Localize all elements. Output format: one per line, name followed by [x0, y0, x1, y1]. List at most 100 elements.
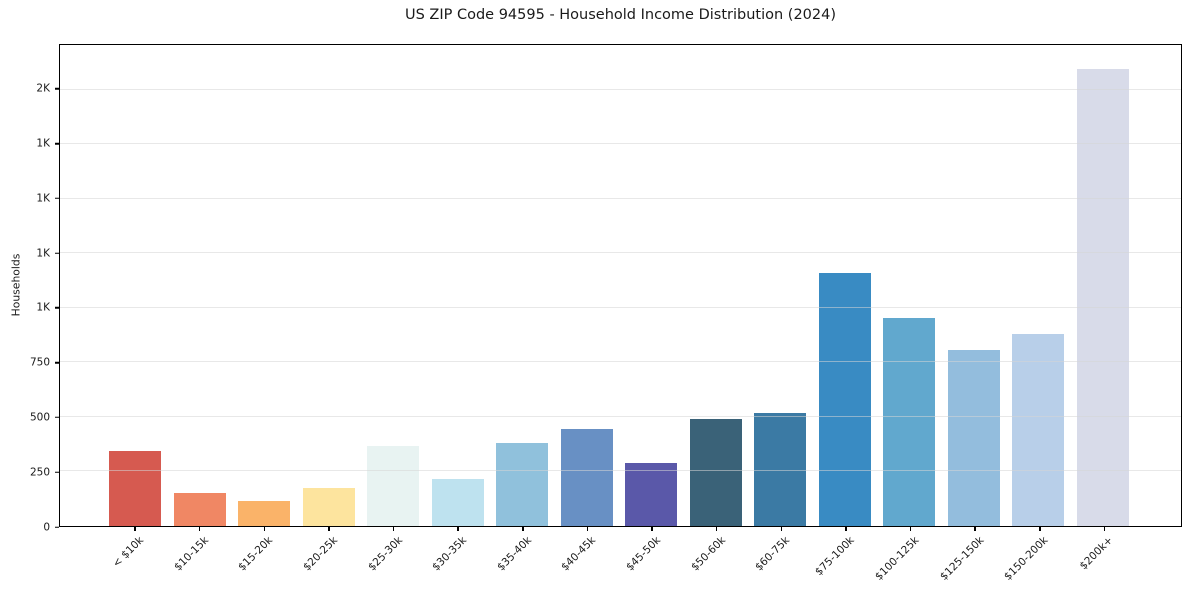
bar-slot: [1071, 45, 1136, 526]
bar: [560, 428, 613, 526]
x-tick: $200k+: [1071, 527, 1136, 590]
x-tick-mark: [198, 527, 201, 531]
x-tick: $15-20k: [231, 527, 296, 590]
bar-slot: [684, 45, 749, 526]
x-tick-mark: [715, 527, 718, 531]
x-tick: < $10k: [102, 527, 167, 590]
y-tick-label: 0: [43, 520, 50, 533]
x-tick-label: $25-30k: [365, 534, 405, 574]
y-tick-mark: [55, 142, 59, 145]
bar-slot: [297, 45, 362, 526]
x-tick: $75-100k: [813, 527, 878, 590]
y-tick-mark: [55, 88, 59, 90]
y-tick-mark: [55, 307, 59, 309]
x-tick: $50-60k: [684, 527, 749, 590]
x-tick-label: $20-25k: [300, 534, 340, 574]
x-tick-mark: [586, 527, 589, 531]
bar-slot: [361, 45, 426, 526]
x-tick-mark: [1039, 527, 1041, 531]
x-tick-mark: [457, 527, 459, 531]
x-tick: $10-15k: [167, 527, 232, 590]
y-tick-mark: [55, 526, 59, 528]
bar: [1012, 334, 1065, 526]
bar-slot: [748, 45, 813, 526]
y-axis-tick-marks: [55, 44, 59, 528]
x-tick-label: $30-35k: [430, 534, 470, 574]
x-tick: $60-75k: [748, 527, 813, 590]
bar-slot: [555, 45, 620, 526]
y-tick-label: 1K: [36, 246, 50, 259]
x-tick-label: $75-100k: [813, 534, 857, 579]
x-tick: $100-125k: [873, 527, 943, 590]
x-tick-label: < $10k: [110, 534, 147, 570]
x-tick-label: $200k+: [1077, 534, 1116, 573]
bar: [109, 450, 162, 526]
bar: [818, 272, 871, 526]
bar-slot: [168, 45, 233, 526]
x-tick-label: $45-50k: [624, 534, 664, 574]
bar-slot: [490, 45, 555, 526]
y-tick-label: 250: [29, 466, 50, 478]
bar: [302, 487, 355, 526]
x-axis: < $10k $10-15k $15-20k $20-25k $25-30k $30-35…: [59, 527, 1182, 590]
x-tick-label: $125-150k: [937, 534, 987, 583]
x-tick-label: $100-125k: [873, 534, 922, 583]
bar: [496, 443, 549, 526]
bar-slot: [877, 45, 942, 526]
bar: [173, 493, 226, 526]
x-tick-mark: [780, 527, 783, 531]
y-tick-mark: [55, 252, 59, 254]
y-tick-label: 1K: [36, 137, 50, 150]
chart-title: US ZIP Code 94595 - Household Income Dis…: [404, 7, 837, 23]
x-tick-label: $10-15k: [171, 534, 211, 574]
x-tick: $40-45k: [554, 527, 619, 590]
x-tick-mark: [651, 527, 653, 531]
y-tick-label: 1K: [36, 301, 50, 314]
y-tick-mark: [55, 416, 59, 419]
bar: [431, 479, 484, 526]
x-tick-mark: [522, 527, 524, 531]
bar: [689, 419, 742, 526]
bar-slot: [942, 45, 1007, 526]
x-tick-label: $15-20k: [236, 534, 276, 574]
x-tick-mark: [263, 527, 266, 531]
bar-slot: [232, 45, 297, 526]
bar: [238, 500, 291, 526]
bar-series: [60, 45, 1181, 526]
y-tick-label: 1K: [36, 192, 50, 205]
y-tick-mark: [55, 361, 59, 364]
x-tick: $150-200k: [1002, 527, 1072, 590]
x-tick-label: $60-75k: [753, 534, 793, 574]
bar-slot: [619, 45, 684, 526]
y-axis-tick-labels: 0 250 500 750 1K 1K 1K 1K 2K: [0, 44, 50, 532]
y-tick-mark: [55, 471, 59, 473]
x-tick-label: $50-60k: [688, 534, 728, 574]
x-tick: $125-150k: [938, 527, 1007, 590]
x-tick-mark: [1103, 527, 1106, 531]
y-tick-label: 2K: [36, 82, 50, 95]
x-tick-mark: [328, 527, 330, 531]
x-tick-mark: [392, 527, 395, 531]
x-tick: $35-40k: [490, 527, 555, 590]
x-tick: $20-25k: [296, 527, 361, 590]
y-tick-mark: [55, 197, 59, 200]
y-tick-label: 750: [29, 356, 50, 369]
x-tick: $30-35k: [425, 527, 490, 590]
bar-slot: [103, 45, 168, 526]
bar: [947, 350, 1000, 526]
x-tick: $45-50k: [619, 527, 684, 590]
x-tick-mark: [974, 527, 976, 531]
x-tick: $25-30k: [361, 527, 426, 590]
plot-area: [59, 44, 1182, 527]
x-tick-mark: [134, 527, 136, 531]
bar: [367, 446, 420, 526]
x-tick-mark: [845, 527, 847, 531]
bar: [754, 412, 807, 526]
bar-slot: [813, 45, 878, 526]
bar-slot: [1006, 45, 1071, 526]
x-tick-mark: [909, 527, 912, 531]
x-tick-label: $150-200k: [1002, 534, 1051, 583]
bar-slot: [426, 45, 491, 526]
x-tick-label: $35-40k: [494, 534, 534, 574]
